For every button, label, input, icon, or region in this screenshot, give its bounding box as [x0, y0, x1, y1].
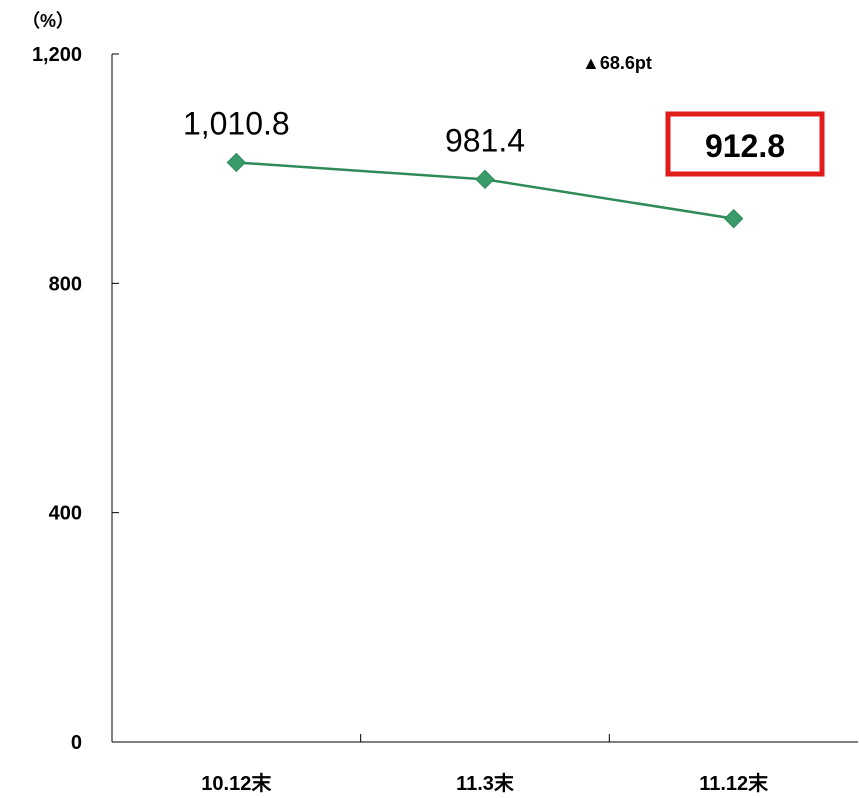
data-label-highlighted: 912.8 — [705, 128, 785, 164]
change-annotation: ▲68.6pt — [582, 53, 652, 73]
y-tick-label: 800 — [49, 273, 82, 295]
x-tick-label: 11.3末 — [456, 772, 515, 795]
y-tick-label: 0 — [71, 732, 82, 754]
data-label: 981.4 — [445, 122, 525, 158]
y-tick-label: 1,200 — [32, 44, 82, 66]
data-label: 1,010.8 — [183, 105, 290, 141]
y-tick-label: 400 — [49, 503, 82, 525]
data-point — [226, 152, 247, 173]
data-point — [475, 169, 495, 190]
x-tick-label: 11.12末 — [699, 772, 769, 795]
y-unit-label: （%） — [22, 11, 74, 31]
highlight-box — [665, 111, 825, 177]
x-tick-label: 10.12末 — [201, 772, 272, 795]
data-point — [723, 208, 744, 229]
